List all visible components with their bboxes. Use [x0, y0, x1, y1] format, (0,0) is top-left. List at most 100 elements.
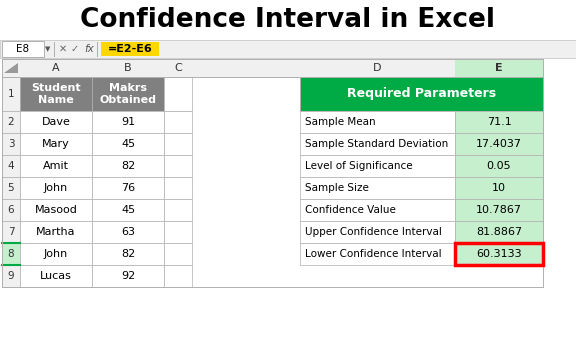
Text: 0.05: 0.05: [487, 161, 511, 171]
Text: 60.3133: 60.3133: [476, 249, 522, 259]
Bar: [101, 42, 159, 56]
Bar: [92, 265, 164, 287]
Text: Confidence Interval in Excel: Confidence Interval in Excel: [81, 7, 495, 33]
Bar: [455, 177, 543, 199]
Bar: [300, 77, 543, 111]
Bar: [300, 111, 455, 133]
Bar: [2, 77, 20, 111]
Bar: [2, 221, 20, 243]
Text: 82: 82: [121, 249, 135, 259]
Bar: [455, 133, 543, 155]
Text: John: John: [44, 183, 68, 193]
Bar: [164, 111, 192, 133]
Text: ▼: ▼: [46, 46, 51, 52]
Text: Masood: Masood: [35, 205, 77, 215]
Text: 7: 7: [7, 227, 14, 237]
Bar: [20, 77, 92, 111]
Bar: [2, 111, 20, 133]
Text: Makrs
Obtained: Makrs Obtained: [100, 83, 157, 105]
Bar: [455, 59, 543, 77]
Text: Required Parameters: Required Parameters: [347, 88, 496, 101]
Bar: [164, 199, 192, 221]
Text: C: C: [174, 63, 182, 73]
Bar: [0, 40, 576, 58]
Text: fx: fx: [84, 44, 94, 54]
Text: Lucas: Lucas: [40, 271, 72, 281]
Text: Martha: Martha: [36, 227, 76, 237]
Text: B: B: [124, 63, 132, 73]
Bar: [2, 199, 20, 221]
Bar: [20, 199, 92, 221]
Text: 10: 10: [492, 183, 506, 193]
Bar: [300, 221, 455, 243]
Text: 91: 91: [121, 117, 135, 127]
Text: E8: E8: [17, 44, 29, 54]
Bar: [20, 133, 92, 155]
Bar: [20, 265, 92, 287]
Bar: [164, 265, 192, 287]
Bar: [2, 243, 20, 265]
Bar: [300, 243, 455, 265]
Text: 82: 82: [121, 161, 135, 171]
Bar: [455, 221, 543, 243]
Text: 81.8867: 81.8867: [476, 227, 522, 237]
Text: 4: 4: [7, 161, 14, 171]
Text: ✕: ✕: [59, 44, 67, 54]
Bar: [20, 155, 92, 177]
Text: 10.7867: 10.7867: [476, 205, 522, 215]
Bar: [92, 77, 164, 111]
Text: 63: 63: [121, 227, 135, 237]
Text: 45: 45: [121, 205, 135, 215]
Text: 92: 92: [121, 271, 135, 281]
Bar: [20, 221, 92, 243]
Text: 9: 9: [7, 271, 14, 281]
Text: Sample Size: Sample Size: [305, 183, 369, 193]
Text: D: D: [373, 63, 382, 73]
Bar: [455, 199, 543, 221]
Bar: [164, 243, 192, 265]
Bar: [92, 111, 164, 133]
Bar: [20, 111, 92, 133]
Bar: [2, 133, 20, 155]
Polygon shape: [4, 63, 18, 73]
Bar: [300, 155, 455, 177]
Bar: [92, 155, 164, 177]
Text: Dave: Dave: [41, 117, 70, 127]
Text: Level of Significance: Level of Significance: [305, 161, 412, 171]
Text: =E2-E6: =E2-E6: [108, 44, 153, 54]
Text: Lower Confidence Interval: Lower Confidence Interval: [305, 249, 442, 259]
Text: Mary: Mary: [42, 139, 70, 149]
Bar: [164, 177, 192, 199]
Text: Student
Name: Student Name: [31, 83, 81, 105]
Bar: [2, 59, 543, 77]
Text: Upper Confidence Interval: Upper Confidence Interval: [305, 227, 442, 237]
Text: Confidence Value: Confidence Value: [305, 205, 396, 215]
Bar: [164, 77, 192, 111]
Bar: [164, 155, 192, 177]
Bar: [92, 133, 164, 155]
Text: 71.1: 71.1: [487, 117, 511, 127]
Text: E: E: [495, 63, 503, 73]
Bar: [20, 177, 92, 199]
Bar: [164, 221, 192, 243]
Text: 2: 2: [7, 117, 14, 127]
Text: 6: 6: [7, 205, 14, 215]
Text: 8: 8: [7, 249, 14, 259]
Bar: [2, 155, 20, 177]
Bar: [300, 199, 455, 221]
Bar: [92, 199, 164, 221]
Text: Sample Mean: Sample Mean: [305, 117, 376, 127]
Bar: [92, 221, 164, 243]
Text: 76: 76: [121, 183, 135, 193]
Text: 17.4037: 17.4037: [476, 139, 522, 149]
Bar: [300, 177, 455, 199]
Text: 3: 3: [7, 139, 14, 149]
Text: 5: 5: [7, 183, 14, 193]
Text: 45: 45: [121, 139, 135, 149]
Text: ✓: ✓: [71, 44, 79, 54]
Bar: [300, 133, 455, 155]
Bar: [20, 243, 92, 265]
Bar: [455, 243, 543, 265]
Bar: [455, 111, 543, 133]
Bar: [455, 155, 543, 177]
